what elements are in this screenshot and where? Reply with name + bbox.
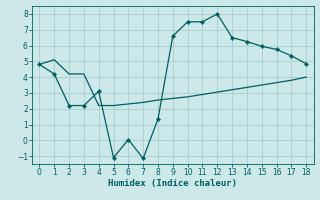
- X-axis label: Humidex (Indice chaleur): Humidex (Indice chaleur): [108, 179, 237, 188]
